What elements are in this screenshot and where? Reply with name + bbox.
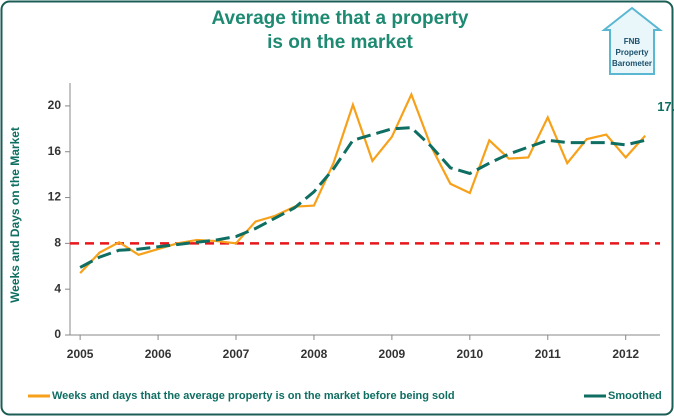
x-tick-label: 2011 [535, 347, 561, 361]
annotation: 17.4 [657, 99, 674, 114]
x-tick-label: 2008 [301, 347, 328, 361]
logo-text: FNB [624, 37, 641, 46]
x-tick-label: 2012 [612, 347, 639, 361]
x-tick-label: 2010 [456, 347, 483, 361]
series-line [79, 126, 646, 269]
x-tick-label: 2006 [145, 347, 172, 361]
logo-text: Property [616, 48, 649, 57]
logo: FNB Property Barometer [601, 6, 663, 75]
y-tick-label: 12 [48, 190, 62, 204]
series-line [79, 91, 647, 274]
x-tick-label: 2009 [379, 347, 406, 361]
y-tick-label: 16 [48, 144, 62, 158]
chart-title: Average time that a property [212, 8, 469, 29]
chart-title: is on the market [267, 32, 413, 53]
y-tick-label: 4 [54, 281, 61, 295]
y-tick-label: 8 [54, 236, 61, 250]
y-tick-label: 0 [54, 327, 61, 341]
logo-text: Barometer [612, 59, 652, 68]
logo-house [601, 6, 663, 75]
legend-label: Weeks and days that the average property… [52, 390, 455, 402]
x-tick-label: 2005 [67, 347, 94, 361]
y-tick-label: 20 [48, 98, 62, 112]
y-axis-label: Weeks and Days on the Market [8, 127, 22, 303]
legend-label: Smoothed [608, 390, 662, 402]
x-tick-label: 2007 [223, 347, 250, 361]
